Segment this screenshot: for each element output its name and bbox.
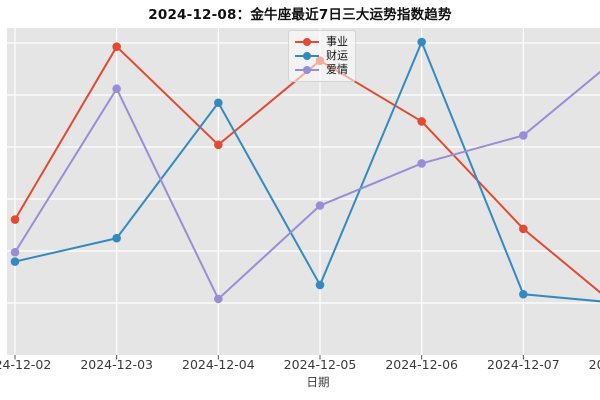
x-axis-title: 日期	[306, 375, 330, 389]
data-point-事业	[519, 224, 528, 234]
data-point-爱情	[417, 159, 426, 168]
x-tick-label: 2024-12-02	[0, 357, 52, 372]
data-point-财运	[214, 98, 223, 108]
data-point-事业	[112, 42, 121, 51]
legend-dot-icon	[303, 52, 311, 60]
x-tick-label: 2024-12-07	[487, 357, 560, 372]
data-point-财运	[519, 289, 528, 299]
data-point-爱情	[315, 201, 325, 210]
data-point-财运	[112, 233, 121, 243]
legend-marker-icon	[295, 66, 319, 74]
legend-label: 财运	[326, 49, 348, 62]
data-point-事业	[417, 117, 426, 126]
data-point-爱情	[10, 247, 20, 257]
x-tick-label: 2024-12-04	[182, 357, 255, 372]
legend-item-财运: 财运	[295, 49, 348, 63]
data-point-财运	[315, 280, 325, 290]
legend-dot-icon	[303, 38, 311, 46]
plot-area	[7, 28, 600, 355]
series-line-事业	[14, 45, 600, 294]
data-point-事业	[214, 140, 223, 150]
legend-marker-icon	[295, 38, 319, 46]
chart-legend: 事业 财运 爱情	[288, 30, 356, 82]
x-tick-label: 2024-12-06	[385, 357, 458, 372]
legend-label: 爱情	[326, 63, 348, 76]
legend-item-爱情: 爱情	[295, 63, 348, 77]
data-point-财运	[417, 37, 426, 47]
data-point-事业	[10, 215, 20, 224]
x-tick-label: 2024-12-08	[588, 357, 600, 372]
legend-label: 事业	[326, 35, 348, 48]
data-point-爱情	[519, 131, 528, 140]
legend-item-事业: 事业	[295, 35, 348, 49]
data-point-财运	[10, 257, 20, 266]
data-point-爱情	[214, 294, 223, 304]
data-point-爱情	[112, 84, 121, 94]
legend-dot-icon	[303, 66, 311, 74]
x-tick-label: 2024-12-03	[80, 357, 153, 372]
x-tick-label: 2024-12-05	[283, 357, 357, 372]
legend-marker-icon	[295, 52, 319, 60]
chart-title: 2024-12-08：金牛座最近7日三大运势指数趋势	[148, 7, 452, 23]
